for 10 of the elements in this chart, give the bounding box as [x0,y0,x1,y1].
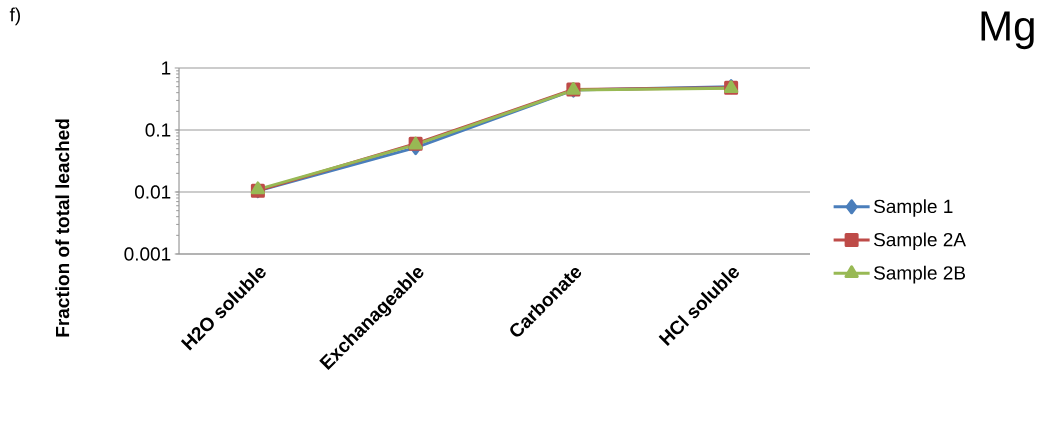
legend-label: Sample 1 [873,199,953,217]
y-tick-label: 0.001 [124,247,171,261]
y-tick-label: 1 [162,61,171,75]
legend-label: Sample 2A [873,232,966,251]
y-axis-title: Fraction of total leached [55,119,70,337]
y-tick-label: 0.1 [145,123,171,137]
text: f) [9,7,20,26]
y-tick-label: 0.01 [134,185,171,199]
legend-label: Sample 2B [873,265,966,284]
text: Mg [981,11,1034,50]
